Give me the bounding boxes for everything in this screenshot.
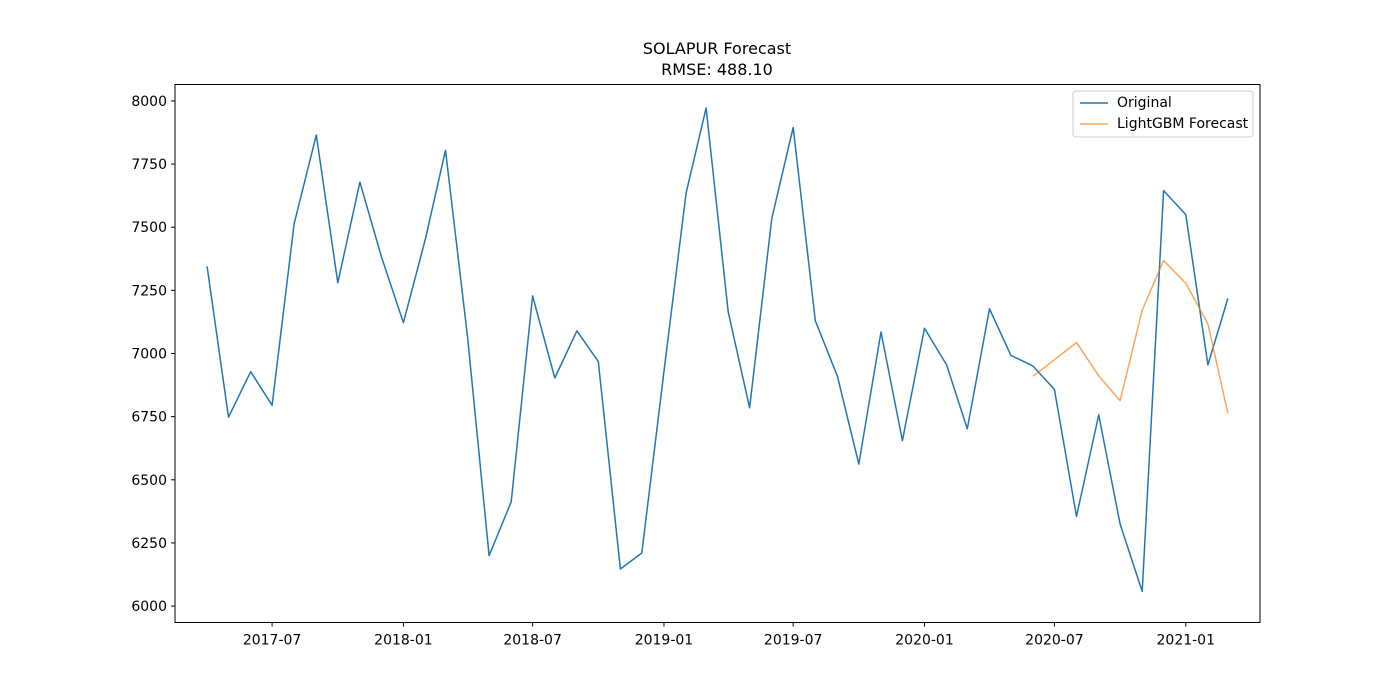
series-lines <box>206 107 1229 593</box>
x-tick-label: 2019-01 <box>635 633 694 649</box>
x-tick-label: 2020-01 <box>895 633 954 649</box>
legend: Original LightGBM Forecast <box>1072 90 1254 138</box>
x-tick-label: 2020-07 <box>1025 633 1084 649</box>
y-axis: 6000 6250 6500 6750 7000 7250 7500 7750 8000 <box>131 94 175 615</box>
x-tick-label: 2018-01 <box>374 633 433 649</box>
y-tick-label: 6250 <box>131 536 167 552</box>
series-line-forecast <box>1032 259 1229 414</box>
x-tick-label: 2021-01 <box>1157 633 1216 649</box>
legend-box <box>1072 90 1254 138</box>
y-tick-label: 6750 <box>131 410 167 426</box>
x-tick-label: 2018-07 <box>503 633 562 649</box>
y-tick-label: 7500 <box>131 220 167 236</box>
y-tick-label: 6500 <box>131 473 167 489</box>
y-tick-label: 7000 <box>131 347 167 363</box>
y-tick-label: 8000 <box>131 94 167 110</box>
chart-subtitle: RMSE: 488.10 <box>661 60 773 79</box>
series-line-original <box>206 107 1229 593</box>
legend-label-original: Original <box>1117 95 1172 111</box>
plot-frame <box>174 84 1261 623</box>
y-tick-label: 7250 <box>131 283 167 299</box>
y-tick-label: 6000 <box>131 599 167 615</box>
legend-label-forecast: LightGBM Forecast <box>1117 116 1249 132</box>
y-tick-label: 7750 <box>131 157 167 173</box>
chart-title: SOLAPUR Forecast <box>643 39 791 58</box>
x-tick-label: 2019-07 <box>764 633 823 649</box>
x-axis: 2017-07 2018-01 2018-07 2019-01 2019-07 2020-… <box>243 622 1216 649</box>
x-tick-label: 2017-07 <box>243 633 302 649</box>
